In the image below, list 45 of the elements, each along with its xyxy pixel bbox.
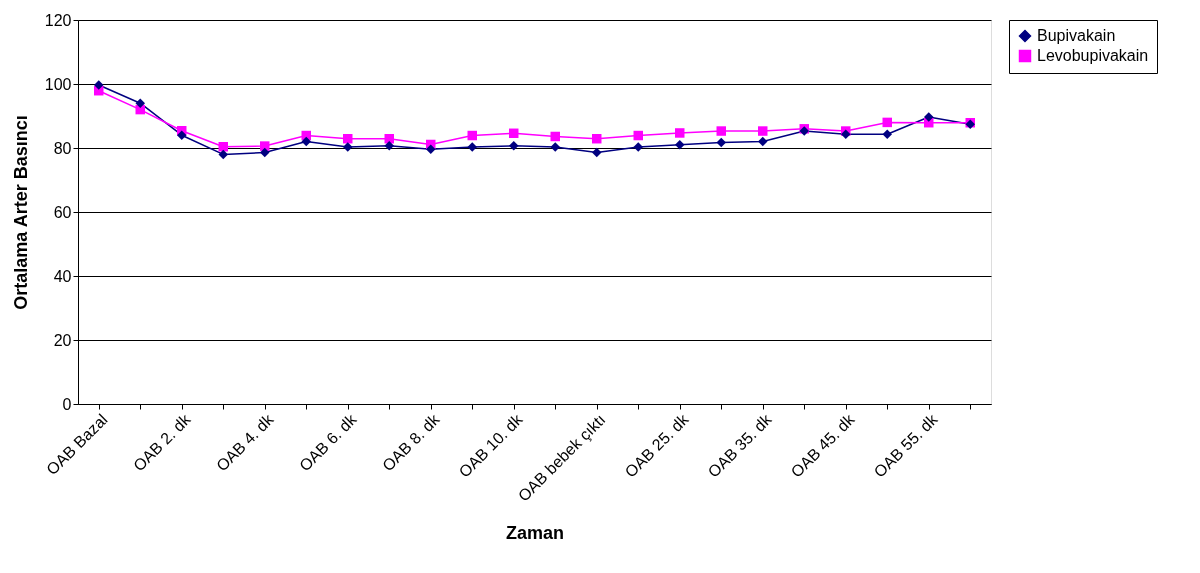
point (467, 142, 477, 152)
y-tick-label: 100 (44, 75, 72, 93)
point (343, 133, 353, 144)
point (509, 141, 519, 151)
y-tick-label: 0 (62, 395, 72, 413)
point (550, 131, 560, 142)
x-tick-label: OAB 45. dk (787, 410, 859, 481)
x-tick-label: OAB 10. dk (455, 410, 527, 481)
x-tick-label: OAB 55. dk (870, 410, 942, 481)
point (177, 130, 187, 140)
point (260, 147, 270, 158)
point (882, 117, 892, 128)
legend-label: Bupivakain (1037, 27, 1116, 44)
point (592, 133, 602, 144)
point (94, 80, 104, 90)
point (716, 137, 726, 148)
point (675, 140, 685, 150)
x-tick-label: OAB 35. dk (704, 410, 776, 481)
y-tick-label: 20 (53, 331, 72, 349)
point (592, 147, 602, 158)
point (509, 128, 519, 139)
point (343, 142, 353, 152)
y-tick-label: 120 (44, 11, 72, 29)
point (550, 142, 560, 152)
x-axis-title: Zaman (505, 522, 565, 543)
y-axis-title: Ortalama Arter Basıncı (10, 115, 31, 310)
point (633, 142, 643, 152)
point (758, 136, 768, 147)
point (716, 126, 726, 136)
point (633, 130, 643, 141)
point (384, 141, 394, 151)
point (218, 149, 228, 160)
point (758, 126, 768, 136)
y-tick-label: 40 (53, 267, 72, 285)
point (467, 130, 477, 141)
point (301, 136, 311, 147)
point (882, 129, 892, 139)
point (135, 98, 145, 108)
y-tick-label: 60 (53, 203, 72, 221)
point (924, 112, 934, 122)
x-tick-label: OAB 25. dk (621, 410, 693, 481)
point (675, 128, 685, 138)
y-tick-label: 80 (53, 139, 72, 157)
point (426, 144, 436, 155)
legend-label: Levobupivakain (1037, 47, 1149, 64)
